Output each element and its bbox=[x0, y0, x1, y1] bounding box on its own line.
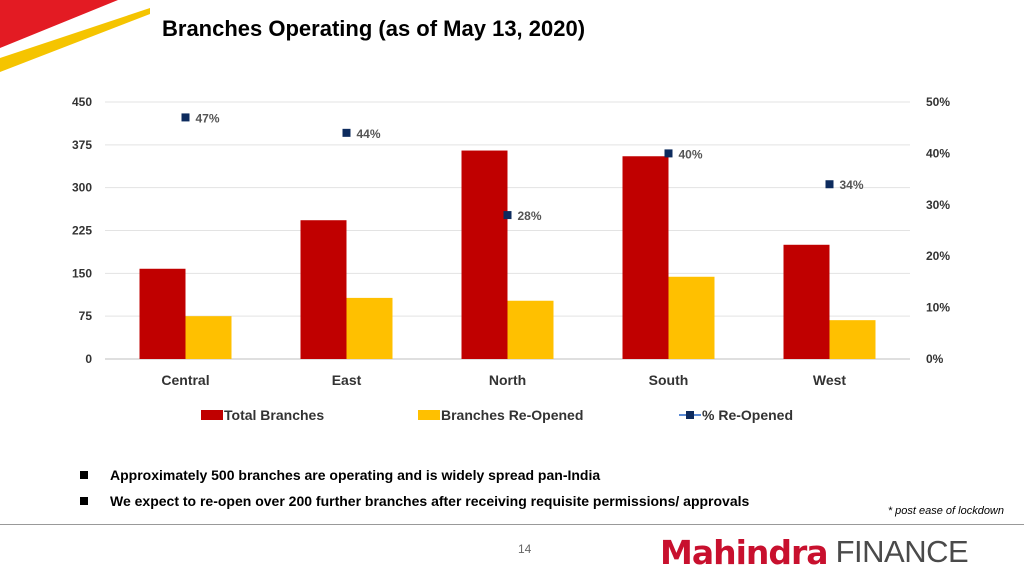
y-left-tick-label: 0 bbox=[85, 352, 92, 366]
legend-label: Total Branches bbox=[224, 407, 324, 423]
legend-label: % Re-Opened bbox=[702, 407, 793, 423]
bar-total-branches bbox=[139, 268, 186, 359]
percent-data-label: 47% bbox=[196, 111, 220, 125]
y-right-tick-label: 10% bbox=[926, 301, 950, 315]
bar-branches-reopened bbox=[346, 297, 393, 359]
logo-word: FINANCE bbox=[835, 534, 969, 569]
percent-marker bbox=[181, 113, 190, 122]
percent-data-label: 44% bbox=[357, 127, 381, 141]
bullet-text: We expect to re-open over 200 further br… bbox=[110, 493, 750, 509]
footnote: * post ease of lockdown bbox=[887, 505, 1004, 517]
legend-swatch bbox=[201, 410, 223, 420]
y-left-tick-label: 450 bbox=[72, 95, 92, 109]
bar-branches-reopened bbox=[507, 300, 554, 359]
y-right-tick-label: 30% bbox=[926, 198, 950, 212]
corner-yellow-stripe bbox=[0, 8, 150, 72]
page-number: 14 bbox=[518, 542, 532, 556]
percent-marker bbox=[342, 128, 351, 137]
bullet-text: Approximately 500 branches are operating… bbox=[110, 467, 601, 483]
bar-total-branches bbox=[461, 150, 508, 359]
y-right-tick-label: 0% bbox=[926, 352, 944, 366]
bar-branches-reopened bbox=[829, 320, 876, 359]
corner-decoration bbox=[0, 0, 150, 72]
mahindra-finance-logo: Mahindra FINANCE bbox=[660, 532, 969, 572]
bar-total-branches bbox=[300, 220, 347, 359]
percent-data-label: 34% bbox=[840, 178, 864, 192]
y-left-tick-label: 225 bbox=[72, 224, 92, 238]
bullet-square-icon bbox=[80, 497, 88, 505]
percent-marker bbox=[825, 180, 834, 189]
y-right-tick-label: 20% bbox=[926, 249, 950, 263]
bar-branches-reopened bbox=[185, 316, 232, 359]
y-left-tick-label: 150 bbox=[72, 266, 92, 280]
legend-swatch bbox=[418, 410, 440, 420]
y-left-tick-label: 75 bbox=[79, 309, 93, 323]
x-tick-label: Central bbox=[161, 372, 209, 388]
bullet-square-icon bbox=[80, 471, 88, 479]
y-right-tick-label: 40% bbox=[926, 146, 950, 160]
y-left-tick-label: 375 bbox=[72, 138, 92, 152]
y-right-tick-label: 50% bbox=[926, 95, 950, 109]
bar-total-branches bbox=[783, 244, 830, 359]
bar-branches-reopened bbox=[668, 276, 715, 359]
logo-mark: Mahindra bbox=[660, 532, 829, 572]
x-tick-label: East bbox=[332, 372, 362, 388]
corner-red-shape bbox=[0, 0, 118, 48]
x-tick-label: North bbox=[489, 372, 526, 388]
legend-label: Branches Re-Opened bbox=[441, 407, 583, 423]
bullet-item: We expect to re-open over 200 further br… bbox=[80, 488, 749, 514]
x-tick-label: West bbox=[813, 372, 847, 388]
percent-data-label: 28% bbox=[518, 209, 542, 223]
percent-marker bbox=[664, 149, 673, 158]
percent-data-label: 40% bbox=[679, 147, 703, 161]
x-tick-label: South bbox=[649, 372, 689, 388]
page-title: Branches Operating (as of May 13, 2020) bbox=[162, 16, 586, 41]
percent-marker bbox=[503, 211, 512, 220]
y-left-tick-label: 300 bbox=[72, 181, 92, 195]
bar-total-branches bbox=[622, 156, 669, 359]
bullet-item: Approximately 500 branches are operating… bbox=[80, 462, 749, 488]
legend-marker-swatch bbox=[686, 411, 694, 419]
footer-divider bbox=[0, 524, 1024, 525]
bullet-list: Approximately 500 branches are operating… bbox=[80, 462, 749, 514]
branches-chart: 0 75 150 225 300 375 450 0% 10% 20% 30% 40% 50% Centr… bbox=[72, 95, 950, 423]
